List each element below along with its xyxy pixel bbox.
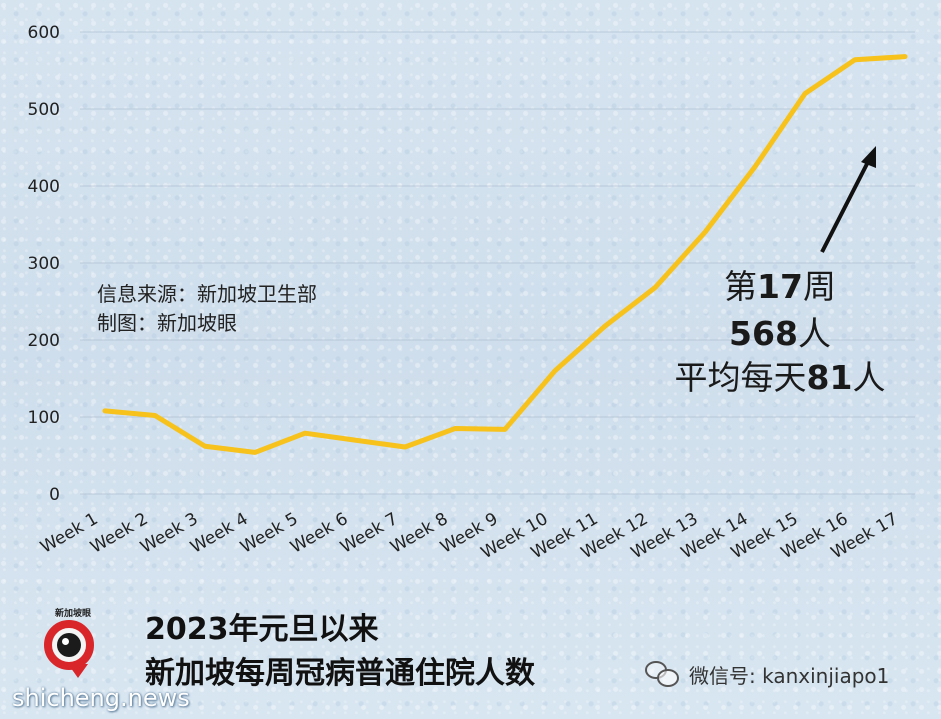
wechat-text: 微信号: kanxinjiapo1: [689, 664, 890, 688]
y-tick-label: 0: [49, 485, 60, 505]
logo-pupil: [57, 633, 81, 657]
annotation-arrow: [820, 146, 876, 253]
logo: 新加坡眼: [38, 606, 108, 696]
annotation-total-unit: 人: [797, 314, 831, 353]
arrow-shaft: [820, 157, 872, 253]
credit-note: 制图：新加坡眼: [97, 311, 237, 335]
series-line: [102, 54, 908, 455]
annotation-daily-number: 81: [806, 358, 853, 397]
annotation-daily: 平均每天81人: [650, 357, 910, 398]
wechat-id: 微信号: kanxinjiapo1: [645, 660, 889, 689]
arrow-head: [861, 146, 876, 168]
annotation-week-post: 周: [802, 267, 836, 306]
annotation-week-number: 17: [757, 267, 803, 306]
caption-line-1: 2023年元旦以来: [145, 612, 379, 647]
logo-shine: [62, 638, 69, 645]
annotation-total-number: 568: [729, 314, 798, 353]
y-tick-label: 200: [28, 331, 60, 351]
y-tick-label: 100: [28, 408, 60, 428]
y-tick-label: 300: [28, 254, 60, 274]
annotation-week-pre: 第: [724, 267, 758, 306]
y-tick-label: 400: [28, 177, 60, 197]
y-tick-label: 600: [28, 23, 60, 43]
site-watermark: shicheng.news: [12, 684, 190, 712]
caption-line-2: 新加坡每周冠病普通住院人数: [145, 656, 535, 691]
grid: [80, 31, 915, 495]
logo-text: 新加坡眼: [54, 609, 91, 619]
y-tick-label: 500: [28, 100, 60, 120]
y-axis: 0 100 200 300 400 500 600: [28, 23, 60, 505]
wechat-icon: [645, 660, 681, 689]
annotation-daily-pre: 平均每天: [674, 358, 807, 397]
annotation-total: 568人: [700, 313, 860, 354]
annotation-week: 第17周: [700, 266, 860, 307]
annotation-daily-unit: 人: [852, 358, 886, 397]
source-note: 信息来源：新加坡卫生部: [97, 282, 317, 306]
